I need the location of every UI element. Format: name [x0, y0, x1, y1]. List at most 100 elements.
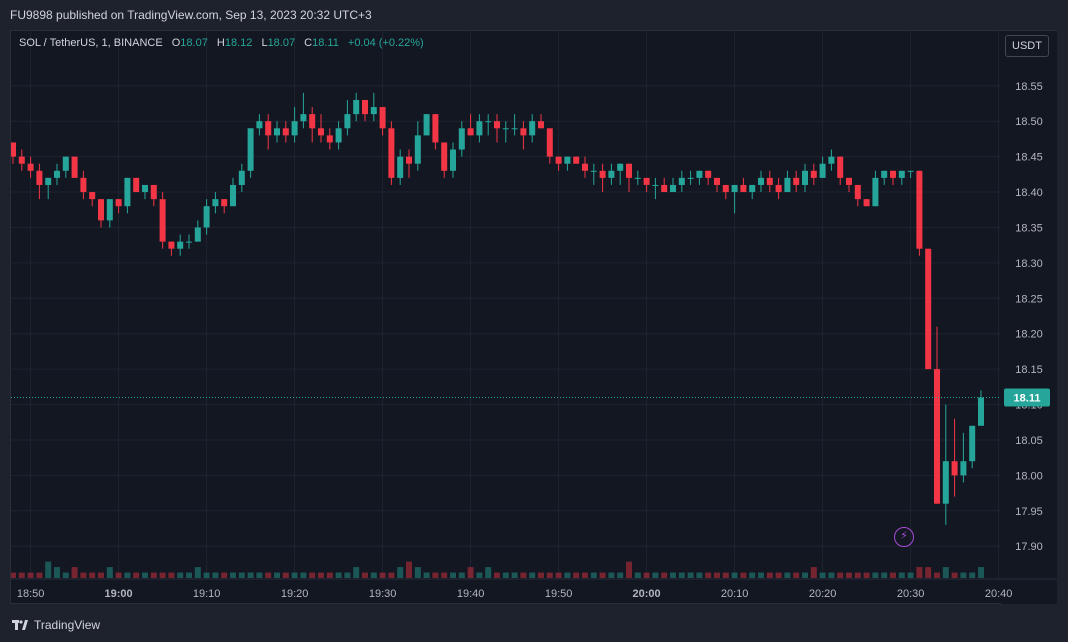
candle-down	[89, 192, 96, 200]
symbol-name[interactable]: SOL / TetherUS, 1, BINANCE	[19, 37, 163, 49]
candle-down	[168, 241, 175, 249]
candle-up	[230, 184, 236, 207]
time-tick-label: 20:20	[809, 588, 837, 600]
volume-bar	[802, 572, 808, 578]
volume-bar	[441, 572, 448, 578]
volume-bar	[678, 572, 685, 578]
volume-bar	[661, 572, 668, 578]
candle-down	[846, 177, 852, 185]
volume-bar	[925, 567, 932, 578]
top-header: FU9898 published on TradingView.com, Sep…	[0, 0, 1068, 30]
candle-up	[291, 121, 298, 136]
volume-bar	[599, 572, 606, 578]
candle-down	[18, 156, 25, 164]
candle-up	[212, 199, 219, 207]
volume-bar	[758, 572, 764, 578]
volume-bar	[502, 572, 509, 578]
price-tick-label: 18.00	[1015, 470, 1043, 482]
volume-bar	[881, 572, 888, 578]
price-tick-label: 18.05	[1015, 435, 1043, 447]
volume-bar	[810, 567, 817, 578]
volume-bar	[634, 572, 641, 578]
volume-bar	[837, 572, 844, 578]
volume-bar	[379, 572, 386, 578]
volume-bar	[969, 572, 976, 578]
volume-bar	[124, 572, 131, 578]
currency-button[interactable]: USDT	[1005, 35, 1049, 57]
candle-down	[27, 163, 34, 171]
volume-bar	[326, 572, 333, 578]
volume-bar	[722, 572, 729, 578]
candle-up	[960, 461, 967, 476]
lightning-icon[interactable]: ⚡	[894, 527, 914, 547]
volume-bar	[36, 572, 43, 578]
price-tick-label: 18.25	[1015, 293, 1043, 305]
time-axis: 18:50 19:00 19:10 19:20 19:30 19:40 19:50 20:00…	[17, 588, 1013, 600]
candle-down	[221, 199, 228, 207]
low-value: 18.07	[267, 37, 296, 49]
candle-down	[71, 156, 78, 178]
volume-bar	[458, 572, 465, 578]
candle-up	[819, 163, 826, 178]
volume-bar	[265, 572, 272, 578]
footer-brand: TradingView	[34, 618, 101, 632]
volume-bar	[942, 567, 949, 578]
time-tick-label: 19:50	[545, 588, 573, 600]
volume-bar	[115, 572, 122, 578]
candle-down	[80, 177, 87, 193]
volume-bar	[370, 572, 377, 578]
volume-bar	[916, 567, 923, 578]
price-tick-label: 18.20	[1015, 329, 1043, 341]
candle-up	[758, 177, 764, 185]
volume-bar	[335, 572, 342, 578]
chart-canvas[interactable]: 18.55 18.50 18.45 18.40 18.35 18.30 18.25 18.20…	[11, 31, 1057, 605]
candle-up	[687, 177, 694, 179]
candle-down	[951, 461, 958, 476]
time-tick-label: 20:10	[721, 588, 749, 600]
candle-up	[45, 177, 52, 185]
volume-bar	[230, 572, 236, 578]
volume-bar	[98, 572, 104, 578]
candle-up	[898, 170, 905, 178]
volume-bar	[617, 572, 624, 578]
candle-up	[678, 177, 685, 185]
volume-bar	[907, 572, 914, 578]
volume-bar	[652, 572, 659, 578]
candle-up	[106, 199, 113, 221]
tradingview-logo[interactable]: TradingView	[12, 618, 100, 632]
volume-bar	[388, 572, 395, 578]
time-tick-label: 19:20	[281, 588, 309, 600]
time-tick-label: 19:30	[369, 588, 397, 600]
candle-down	[494, 121, 500, 129]
candle-down	[406, 156, 412, 164]
volume-bar	[951, 572, 958, 578]
candlesticks	[11, 92, 984, 525]
candle-down	[115, 199, 122, 207]
footer: TradingView	[0, 604, 1068, 642]
chart-pane[interactable]: 18.55 18.50 18.45 18.40 18.35 18.30 18.25 18.20…	[10, 30, 1057, 605]
volume-bar	[740, 572, 747, 578]
open-value: 18.07	[180, 37, 208, 49]
volume-bar	[212, 572, 219, 578]
candle-down	[326, 135, 333, 143]
volume-bar	[564, 572, 571, 578]
volume-bar	[705, 572, 712, 578]
candle-down	[599, 170, 606, 178]
volume-bar	[89, 572, 96, 578]
candle-up	[344, 114, 351, 129]
volume-bar	[45, 561, 52, 578]
volume-bar	[643, 572, 650, 578]
change-value: +0.04 (+0.22%)	[347, 37, 424, 49]
candle-down	[282, 128, 289, 136]
volume-bar	[256, 572, 263, 578]
candle-down	[441, 142, 448, 171]
volume-bar	[749, 572, 756, 578]
volume-bar	[300, 572, 307, 578]
candle-up	[54, 170, 60, 178]
candle-down	[775, 184, 782, 193]
high-value: 18.12	[224, 37, 253, 49]
volume-bar	[247, 572, 254, 578]
price-tick-label: 18.55	[1015, 81, 1043, 93]
candle-up	[784, 177, 791, 193]
volume-bar	[687, 572, 694, 578]
